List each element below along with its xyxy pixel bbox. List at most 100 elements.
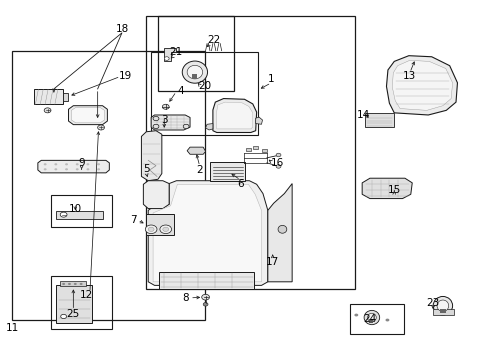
Bar [245,148,250,152]
Text: 7: 7 [130,215,137,225]
Polygon shape [151,115,190,130]
Polygon shape [212,99,256,132]
Ellipse shape [432,296,452,315]
Circle shape [276,165,281,168]
Circle shape [54,168,57,170]
Polygon shape [141,131,162,181]
Text: 18: 18 [115,24,128,34]
Circle shape [153,116,159,121]
Text: 21: 21 [168,47,182,57]
Polygon shape [153,184,261,282]
Bar [12,51,204,320]
Bar [34,89,62,104]
Circle shape [153,124,159,129]
Circle shape [65,168,68,170]
Polygon shape [386,56,457,115]
Circle shape [276,153,281,157]
Polygon shape [71,108,104,123]
Text: 25: 25 [66,309,80,319]
Circle shape [160,225,171,234]
Text: 14: 14 [356,110,369,120]
Polygon shape [391,60,452,111]
Polygon shape [38,160,109,173]
Circle shape [43,163,46,165]
Circle shape [203,302,207,306]
Circle shape [97,163,100,165]
Polygon shape [255,117,262,124]
Bar [439,309,445,313]
Circle shape [80,283,82,285]
Ellipse shape [278,225,286,233]
Circle shape [145,225,157,234]
Bar [56,285,92,323]
Circle shape [60,212,67,217]
Circle shape [61,314,66,319]
Circle shape [148,227,154,231]
Bar [350,304,403,334]
Circle shape [385,319,388,321]
Polygon shape [143,181,169,208]
Circle shape [43,168,46,170]
Circle shape [54,163,57,165]
Text: 3: 3 [161,115,167,125]
Bar [60,281,86,287]
Text: 22: 22 [207,35,221,45]
Text: 9: 9 [78,158,85,168]
Bar [51,195,112,227]
Circle shape [65,163,68,165]
Text: 11: 11 [5,323,19,333]
Text: 24: 24 [363,314,376,324]
Bar [146,214,174,235]
Polygon shape [216,102,252,129]
Polygon shape [148,181,267,285]
Polygon shape [68,106,107,125]
Text: 6: 6 [237,179,244,189]
Text: 15: 15 [387,185,400,195]
Circle shape [86,163,89,165]
Bar [159,272,254,289]
Ellipse shape [367,313,375,322]
Text: 23: 23 [426,298,439,308]
Circle shape [62,283,65,285]
Polygon shape [187,147,205,154]
Bar [56,211,103,219]
Circle shape [354,314,358,316]
Ellipse shape [364,310,379,325]
Bar [192,74,197,79]
Text: 16: 16 [270,158,284,168]
Circle shape [183,124,189,129]
Text: 13: 13 [403,71,416,81]
Text: 12: 12 [80,290,93,300]
Polygon shape [164,48,176,62]
Text: 10: 10 [69,204,81,214]
Circle shape [74,283,77,285]
Text: 19: 19 [119,71,132,81]
Text: 4: 4 [177,86,183,96]
Circle shape [44,108,51,113]
Circle shape [163,227,168,231]
Circle shape [97,168,100,170]
Circle shape [201,294,209,300]
Polygon shape [267,184,291,282]
Text: 1: 1 [267,74,274,84]
Text: 5: 5 [142,163,149,174]
Text: 8: 8 [182,293,188,303]
Circle shape [98,125,104,130]
Circle shape [68,283,71,285]
Circle shape [164,57,169,60]
Circle shape [76,168,79,170]
Polygon shape [205,123,212,130]
Bar [151,52,258,135]
Text: 20: 20 [198,81,211,91]
Circle shape [86,168,89,170]
Text: 2: 2 [196,165,203,175]
Bar [365,113,393,127]
Bar [62,93,68,101]
Polygon shape [362,178,411,199]
Circle shape [162,104,169,109]
Bar [432,309,453,315]
Bar [253,146,258,149]
Bar [262,149,266,152]
Circle shape [76,163,79,165]
Ellipse shape [187,65,202,79]
